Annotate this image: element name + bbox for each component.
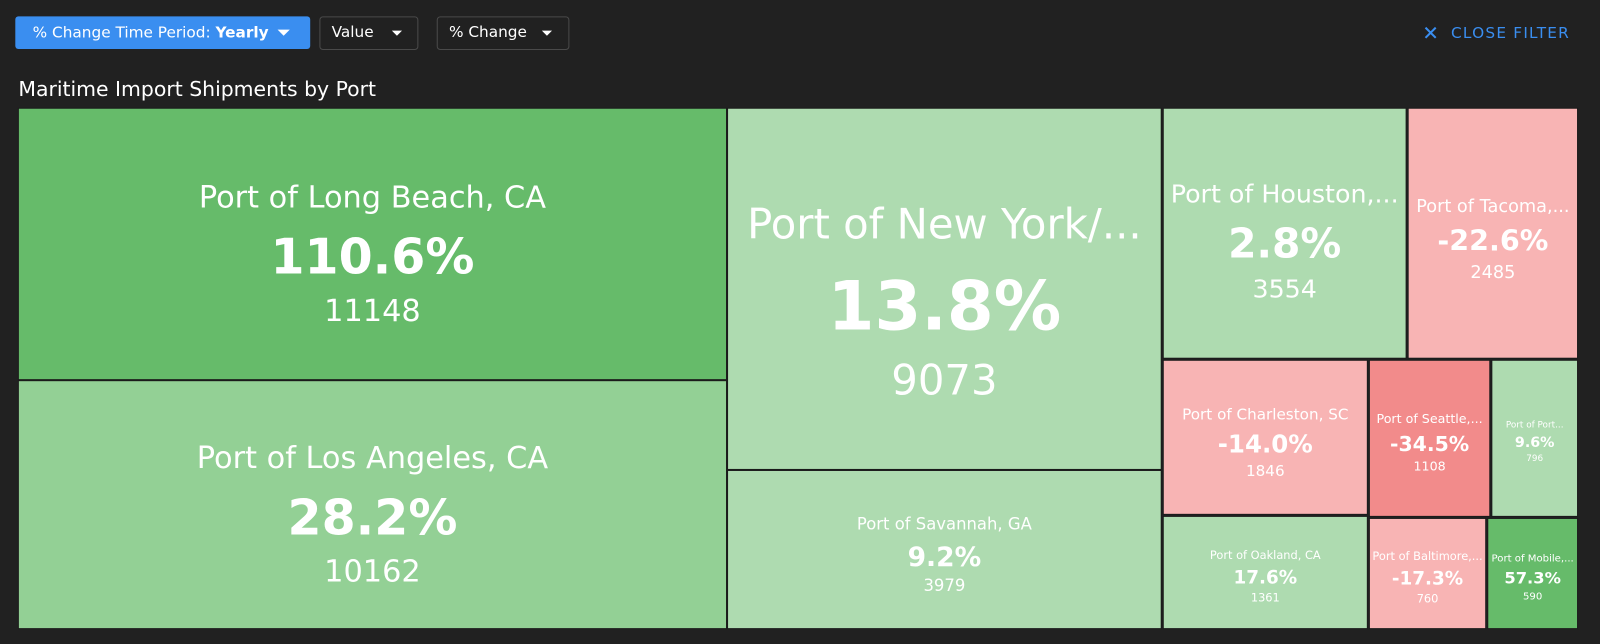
period-button-text: % Change Time Period: Yearly <box>33 23 269 41</box>
size-dropdown[interactable] <box>319 16 419 51</box>
tile-change: 9.2% <box>908 542 982 573</box>
close-filter[interactable]: CLOSE FILTER <box>1424 24 1571 42</box>
tile-name: Port of Los Angeles, CA <box>197 441 549 476</box>
treemap: Port of Long Beach, CA 110.6% 11148 Port of… <box>17 107 1579 630</box>
dropdown-arrow <box>541 30 553 36</box>
tile-name: Port of Baltimore,... <box>1372 549 1482 563</box>
tile <box>1487 517 1579 630</box>
tile <box>1407 107 1579 359</box>
tile-change: -14.0% <box>1218 429 1313 458</box>
tile-name: Port of Mobile,... <box>1492 554 1574 565</box>
tile-name: Port of Savannah, GA <box>857 515 1033 534</box>
close-icon <box>1424 26 1437 39</box>
tile-value: 796 <box>1526 454 1543 464</box>
chart-title: Maritime Import Shipments by Port <box>18 77 376 101</box>
tile <box>17 380 728 630</box>
tile-value: 10162 <box>324 555 421 590</box>
period-label: % Change Time Period: <box>33 23 211 41</box>
tile-change: 110.6% <box>270 229 474 286</box>
tile-value: 3554 <box>1252 274 1316 303</box>
tile-change: 28.2% <box>288 489 458 546</box>
tile-name: Port of Houston,... <box>1171 180 1399 209</box>
tile-change: -17.3% <box>1392 569 1463 590</box>
tile <box>1162 359 1368 515</box>
tile <box>1491 359 1579 517</box>
tile-value: 9073 <box>891 356 997 405</box>
tile-value: 590 <box>1523 591 1542 602</box>
tile-name: Port of Tacoma,... <box>1416 197 1569 217</box>
tile-change: 57.3% <box>1504 568 1561 587</box>
tile-value: 1846 <box>1246 462 1285 480</box>
tile-name: Port of Charleston, SC <box>1182 405 1348 423</box>
tile-value: 11148 <box>324 294 421 329</box>
tile-value: 3979 <box>923 576 965 595</box>
tile-change: 9.6% <box>1515 435 1555 451</box>
period-button[interactable] <box>15 16 311 50</box>
tile <box>17 107 728 381</box>
close-filter-text: CLOSE FILTER <box>1451 24 1570 42</box>
color-dropdown[interactable] <box>436 16 570 51</box>
tile <box>1368 359 1491 517</box>
tile-value: 2485 <box>1470 263 1515 283</box>
period-value: Yearly <box>215 23 269 41</box>
tile <box>1162 515 1368 630</box>
tile <box>727 107 1162 470</box>
dropdown-arrow <box>391 30 403 36</box>
tile-value: 760 <box>1417 592 1439 606</box>
tile-change: -34.5% <box>1390 432 1469 456</box>
tile-name: Port of Oakland, CA <box>1210 548 1321 562</box>
tile-name: Port of New York/... <box>747 199 1142 248</box>
tile-name: Port of Port... <box>1506 421 1564 431</box>
dropdown-arrow <box>277 29 290 36</box>
tile-change: -22.6% <box>1437 224 1548 258</box>
tile-name: Port of Long Beach, CA <box>199 180 546 215</box>
toolbar: % Change Time Period: Yearly Value % Cha… <box>15 16 1571 51</box>
tile-change: 17.6% <box>1233 568 1297 589</box>
tile-value: 1361 <box>1251 591 1280 605</box>
color-dropdown-text: % Change <box>449 23 527 41</box>
tile-change: 2.8% <box>1228 220 1341 268</box>
tile <box>727 469 1162 630</box>
tile <box>1162 107 1407 359</box>
tile-name: Port of Seattle,... <box>1377 411 1483 426</box>
size-dropdown-text: Value <box>332 23 374 41</box>
tile-value: 1108 <box>1414 458 1446 473</box>
tile <box>1368 517 1487 630</box>
tile-change: 13.8% <box>828 267 1062 346</box>
